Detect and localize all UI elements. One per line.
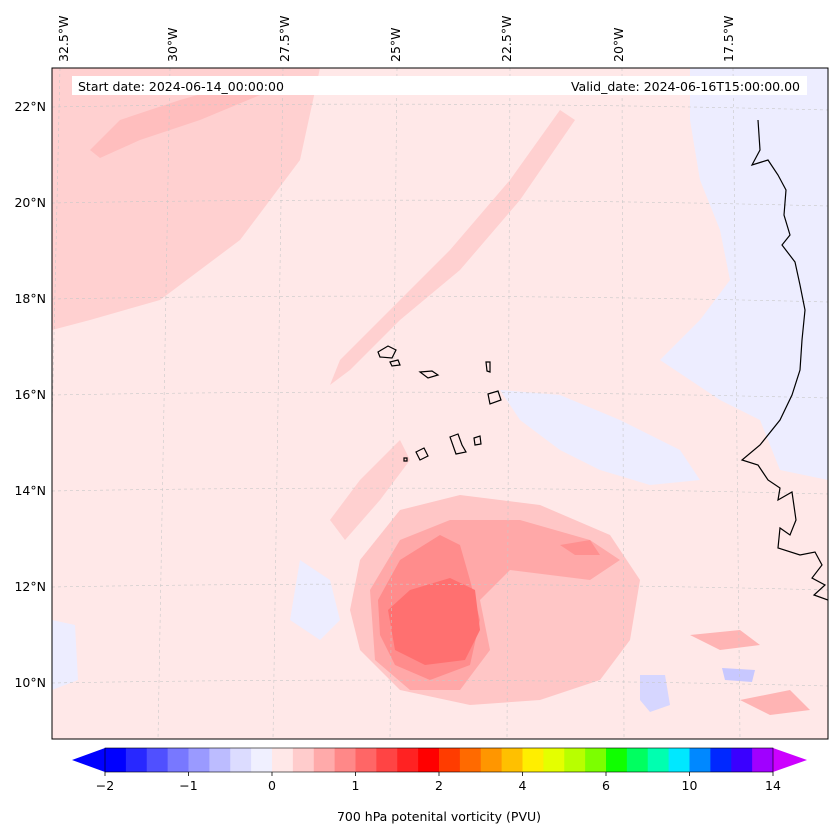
colorbar-tick-label: 0 — [268, 778, 276, 793]
pv-contour-diagonal-band — [330, 110, 575, 385]
pv-contour-mid-band — [330, 440, 410, 540]
colorbar-cell — [334, 748, 357, 772]
colorbar-cell — [626, 748, 649, 772]
colorbar-under-arrow — [72, 748, 105, 772]
colorbar-cell — [355, 748, 377, 772]
colorbar-cell — [752, 748, 774, 772]
lon-label: 27.5°W — [277, 16, 292, 62]
colorbar-cell — [668, 748, 691, 772]
colorbar-cell — [564, 748, 586, 772]
cape-verde-santo-antao — [377, 345, 397, 359]
pv-contour-low-se — [640, 675, 670, 712]
pv-contour-ne-lobe — [560, 540, 600, 555]
colorbar-cell — [376, 748, 398, 772]
pv-contour-low-east — [660, 68, 828, 480]
colorbar-tick-label: 1 — [352, 778, 360, 793]
lat-label: 16°N — [14, 387, 46, 402]
colorbar-cell — [125, 748, 148, 772]
start-date-label: Start date: 2024-06-14_00:00:00 — [78, 79, 284, 94]
cape-verde-fogo — [415, 447, 429, 461]
colorbar-cell — [522, 748, 544, 772]
pv-contour-se-filament — [690, 630, 760, 650]
lat-label: 22°N — [14, 99, 46, 114]
cape-verde-boa-vista — [487, 390, 502, 405]
pv-contour-max-core — [388, 578, 480, 665]
lon-label: 22.5°W — [499, 16, 514, 62]
pv-contour-low-west — [52, 620, 78, 690]
african-coastline — [740, 119, 828, 601]
colorbar-tick-label: 6 — [602, 778, 610, 793]
lon-label: 20°W — [611, 27, 626, 62]
coastline — [377, 119, 828, 601]
lon-label: 32.5°W — [56, 16, 71, 62]
colorbar-tick-label: 2 — [435, 778, 443, 793]
cape-verde-brava — [403, 457, 408, 462]
cape-verde-maio — [473, 435, 482, 446]
cape-verde-santiago — [449, 433, 467, 455]
graticule — [52, 68, 828, 739]
valid-date-label: Valid_date: 2024-06-16T15:00:00.00 — [571, 79, 800, 94]
cape-verde-sal — [485, 361, 491, 373]
lon-label: 17.5°W — [721, 16, 736, 62]
cape-verde-sao-nicolau — [418, 370, 440, 379]
pv-contour-se-filament2 — [740, 690, 810, 715]
colorbar-cell — [501, 748, 524, 772]
lat-label: 20°N — [14, 195, 46, 210]
colorbar-cell — [647, 748, 670, 772]
map-panel: Start date: 2024-06-14_00:00:00 Valid_da… — [51, 67, 829, 740]
colorbar-tick-label: 10 — [682, 778, 698, 793]
pv-contour-low-south — [290, 560, 340, 640]
lon-label: 25°W — [388, 27, 403, 62]
colorbar-cell — [251, 748, 273, 772]
colorbar-cell — [230, 748, 252, 772]
lat-label: 18°N — [14, 291, 46, 306]
colorbar-cell — [731, 748, 753, 772]
colorbar-cell — [167, 748, 190, 772]
colorbar-cell — [480, 748, 503, 772]
latitude-labels: 22°N 20°N 18°N 16°N 14°N 12°N 10°N — [14, 99, 46, 690]
colorbar: −2 −1 0 1 2 4 6 10 14 700 hPa potenital vorticit… — [72, 747, 807, 824]
longitude-labels: 32.5°W 30°W 27.5°W 25°W 22.5°W 20°W 17.5… — [56, 16, 736, 62]
cape-verde-sao-vicente — [389, 359, 401, 367]
colorbar-cell — [689, 748, 711, 772]
colorbar-cell — [292, 748, 315, 772]
colorbar-tick-label: −2 — [96, 778, 114, 793]
colorbar-ticks: −2 −1 0 1 2 4 6 10 14 — [96, 772, 781, 793]
colorbar-cell — [585, 748, 607, 772]
colorbar-cells — [105, 748, 774, 772]
colorbar-cell — [105, 748, 127, 772]
colorbar-cell — [710, 748, 732, 772]
pv-contour-nw-core — [90, 80, 260, 158]
pv-contour-low-se2 — [722, 668, 755, 682]
colorbar-cell — [209, 748, 231, 772]
lat-label: 14°N — [14, 483, 46, 498]
lon-label: 30°W — [165, 27, 180, 62]
colorbar-label: 700 hPa potenital vorticity (PVU) — [337, 809, 541, 824]
lat-label: 12°N — [14, 579, 46, 594]
colorbar-cell — [313, 748, 336, 772]
header-box — [72, 76, 807, 95]
colorbar-cell — [459, 748, 482, 772]
colorbar-cell — [606, 748, 628, 772]
colorbar-cell — [418, 748, 440, 772]
colorbar-tick-label: 4 — [519, 778, 527, 793]
colorbar-cell — [397, 748, 419, 772]
colorbar-cell — [188, 748, 210, 772]
colorbar-tick-label: −1 — [179, 778, 197, 793]
colorbar-cell — [272, 748, 294, 772]
lat-label: 10°N — [14, 675, 46, 690]
colorbar-tick-label: 14 — [765, 778, 781, 793]
map-frame — [51, 67, 829, 740]
colorbar-over-arrow — [773, 748, 807, 772]
colorbar-cell — [543, 748, 565, 772]
pv-contour-low-mid — [500, 390, 700, 485]
colorbar-cell — [439, 748, 461, 772]
colorbar-cell — [146, 748, 169, 772]
